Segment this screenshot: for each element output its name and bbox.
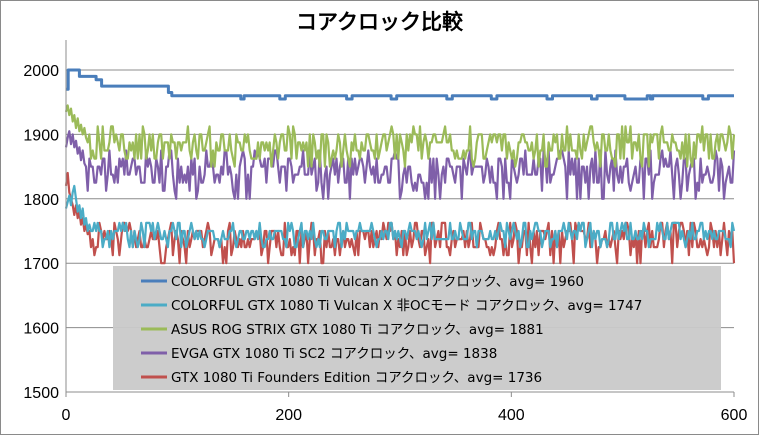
legend: COLORFUL GTX 1080 Ti Vulcan X OCコアクロック、a… bbox=[113, 266, 721, 390]
y-tick-label: 1900 bbox=[23, 127, 59, 144]
y-tick-label: 1500 bbox=[23, 385, 59, 402]
legend-entry: EVGA GTX 1080 Ti SC2 コアクロック、avg= 1838 bbox=[171, 346, 497, 362]
legend-box bbox=[113, 266, 721, 390]
axes: 1500 1600 1700 1800 1900 2000 0 200 400 600 bbox=[23, 40, 747, 424]
x-tick-label: 200 bbox=[275, 407, 302, 424]
series-lines bbox=[64, 68, 736, 265]
series-line-2 bbox=[64, 104, 736, 168]
legend-entry: COLORFUL GTX 1080 Ti Vulcan X 非OCモード コアク… bbox=[171, 298, 642, 314]
x-tick-label: 0 bbox=[62, 407, 71, 424]
y-tick-label: 1800 bbox=[23, 192, 59, 209]
legend-entry: ASUS ROG STRIX GTX 1080 Ti コアクロック、avg= 1… bbox=[171, 322, 544, 338]
chart-title: コアクロック比較 bbox=[296, 10, 463, 34]
y-tick-label: 2000 bbox=[23, 63, 59, 80]
legend-entry: GTX 1080 Ti Founders Edition コアクロック、avg=… bbox=[171, 370, 542, 386]
series-line-3 bbox=[64, 130, 736, 200]
x-tick-label: 600 bbox=[721, 407, 748, 424]
y-tick-label: 1600 bbox=[23, 321, 59, 338]
legend-entry: COLORFUL GTX 1080 Ti Vulcan X OCコアクロック、a… bbox=[171, 274, 584, 290]
y-tick-label: 1700 bbox=[23, 256, 59, 273]
x-tick-label: 400 bbox=[498, 407, 525, 424]
series-line-0 bbox=[66, 68, 734, 101]
series-line-1 bbox=[64, 184, 736, 249]
